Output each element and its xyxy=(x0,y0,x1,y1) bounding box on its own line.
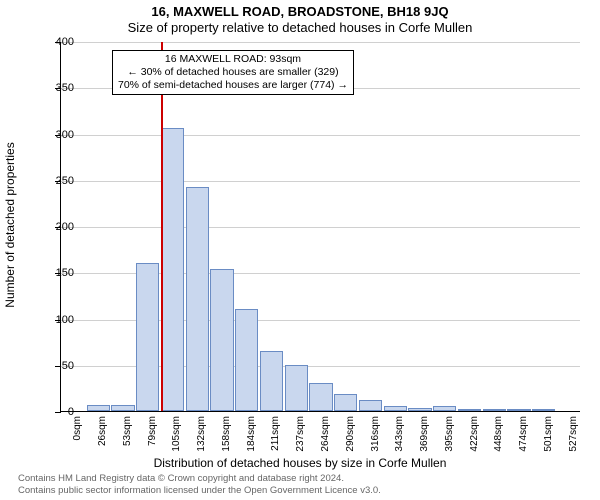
gridline xyxy=(61,227,580,228)
gridline xyxy=(61,181,580,182)
x-tick-label: 132sqm xyxy=(196,416,207,466)
x-tick-label: 211sqm xyxy=(270,416,281,466)
histogram-bar xyxy=(87,405,110,411)
histogram-bar xyxy=(210,269,233,411)
histogram-bar xyxy=(260,351,283,411)
y-tick-label: 300 xyxy=(56,129,74,141)
annotation-box: 16 MAXWELL ROAD: 93sqm← 30% of detached … xyxy=(112,50,354,95)
x-tick-label: 501sqm xyxy=(543,416,554,466)
histogram-bar xyxy=(408,408,431,411)
footer-line2: Contains public sector information licen… xyxy=(18,485,381,497)
x-tick-label: 0sqm xyxy=(72,416,83,466)
x-tick-label: 527sqm xyxy=(568,416,579,466)
x-tick-label: 26sqm xyxy=(97,416,108,466)
y-tick-label: 50 xyxy=(62,360,74,372)
histogram-bar xyxy=(532,409,555,411)
histogram-bar xyxy=(507,409,530,411)
annotation-line: ← 30% of detached houses are smaller (32… xyxy=(118,66,348,79)
histogram-bar xyxy=(433,406,456,411)
footer-attribution: Contains HM Land Registry data © Crown c… xyxy=(18,473,381,497)
histogram-bar xyxy=(334,394,357,411)
y-tick xyxy=(55,412,61,413)
x-tick-label: 343sqm xyxy=(394,416,405,466)
annotation-line: 16 MAXWELL ROAD: 93sqm xyxy=(118,53,348,66)
x-tick-label: 290sqm xyxy=(345,416,356,466)
histogram-bar xyxy=(235,309,258,411)
x-tick-label: 79sqm xyxy=(147,416,158,466)
y-tick-label: 400 xyxy=(56,36,74,48)
chart-title-address: 16, MAXWELL ROAD, BROADSTONE, BH18 9JQ xyxy=(0,4,600,19)
x-tick-label: 184sqm xyxy=(246,416,257,466)
y-tick xyxy=(55,366,61,367)
x-tick-label: 158sqm xyxy=(221,416,232,466)
gridline xyxy=(61,135,580,136)
histogram-bar xyxy=(359,400,382,411)
x-tick-label: 237sqm xyxy=(295,416,306,466)
x-tick-label: 316sqm xyxy=(370,416,381,466)
histogram-bar xyxy=(186,187,209,411)
x-tick-label: 105sqm xyxy=(171,416,182,466)
gridline xyxy=(61,42,580,43)
histogram-bar xyxy=(136,263,159,411)
y-axis-label: Number of detached properties xyxy=(3,142,17,307)
x-tick-label: 448sqm xyxy=(493,416,504,466)
histogram-bar xyxy=(384,406,407,411)
x-tick-label: 422sqm xyxy=(469,416,480,466)
chart-container: 16, MAXWELL ROAD, BROADSTONE, BH18 9JQ S… xyxy=(0,0,600,500)
y-tick-label: 200 xyxy=(56,221,74,233)
x-tick-label: 53sqm xyxy=(122,416,133,466)
footer-line1: Contains HM Land Registry data © Crown c… xyxy=(18,473,381,485)
histogram-bar xyxy=(285,365,308,411)
chart-subtitle: Size of property relative to detached ho… xyxy=(0,20,600,35)
x-tick-label: 474sqm xyxy=(518,416,529,466)
y-tick-label: 250 xyxy=(56,175,74,187)
annotation-line: 70% of semi-detached houses are larger (… xyxy=(118,79,348,92)
histogram-bar xyxy=(111,405,134,411)
marker-line xyxy=(161,42,163,411)
x-tick-label: 369sqm xyxy=(419,416,430,466)
histogram-bar xyxy=(309,383,332,411)
histogram-bar xyxy=(161,128,184,411)
y-tick-label: 100 xyxy=(56,314,74,326)
x-tick-label: 395sqm xyxy=(444,416,455,466)
y-tick-label: 350 xyxy=(56,82,74,94)
y-tick-label: 150 xyxy=(56,267,74,279)
histogram-bar xyxy=(483,409,506,411)
histogram-bar xyxy=(458,409,481,411)
x-tick-label: 264sqm xyxy=(320,416,331,466)
plot-area xyxy=(60,42,580,412)
